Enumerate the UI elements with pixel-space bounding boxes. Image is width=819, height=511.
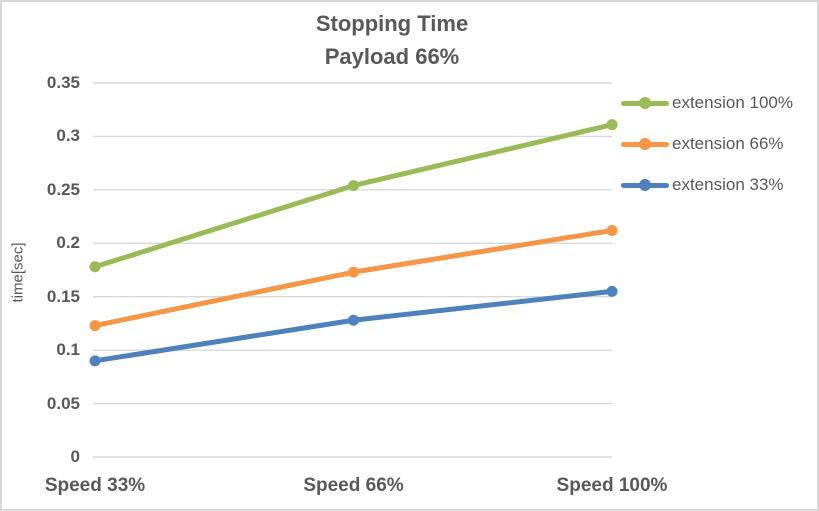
legend-line-marker-icon [620, 83, 670, 123]
y-tick-label: 0.05 [46, 393, 80, 413]
data-point-marker [89, 320, 101, 332]
y-tick-label: 0.25 [46, 179, 80, 199]
data-point-marker [348, 180, 359, 192]
data-point-marker [606, 285, 618, 297]
data-point-marker [606, 224, 618, 236]
data-point-marker [348, 314, 359, 326]
legend-line-marker-icon [620, 165, 670, 205]
y-tick-label: 0.1 [56, 340, 80, 360]
chart-subtitle: Payload 66% [324, 44, 460, 69]
y-tick-label: 0.3 [56, 126, 80, 146]
data-point-marker [606, 119, 618, 131]
legend-entry: extension 33% [620, 165, 784, 205]
data-point-marker [89, 355, 101, 367]
legend-label: extension 66% [672, 134, 784, 153]
y-tick-label: 0 [70, 447, 80, 466]
legend-label: extension 33% [672, 175, 784, 194]
chart-title-block: Stopping Time Payload 66% [2, 7, 782, 73]
x-tick-label: Speed 100% [556, 475, 668, 496]
legend-entry: extension 66% [620, 124, 784, 164]
y-tick-label: 0.35 [46, 73, 80, 92]
x-tick-label: Speed 33% [44, 475, 146, 496]
x-tick-label: Speed 66% [303, 475, 404, 496]
legend-label: extension 100% [672, 93, 793, 112]
y-tick-label: 0.2 [56, 233, 80, 253]
data-point-marker [348, 266, 359, 278]
data-point-marker [89, 261, 101, 273]
y-tick-label: 0.15 [46, 286, 80, 306]
legend-line-marker-icon [620, 124, 670, 164]
chart-title: Stopping Time [315, 11, 469, 36]
legend-entry: extension 100% [620, 83, 793, 123]
